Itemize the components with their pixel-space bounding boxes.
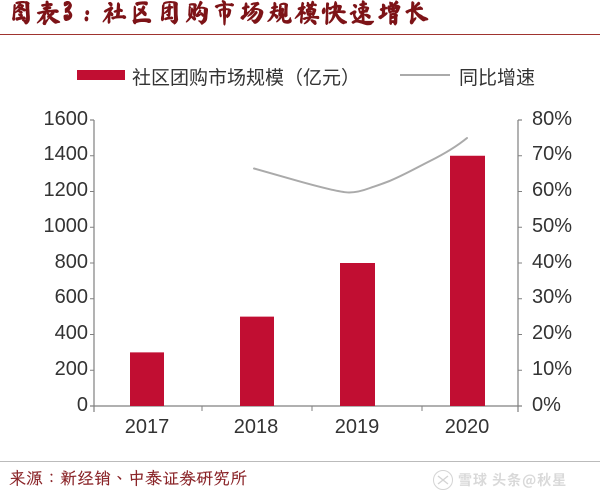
svg-text:60%: 60% [532,179,572,201]
svg-text:1400: 1400 [44,143,89,165]
svg-text:1200: 1200 [44,179,89,201]
svg-text:50%: 50% [532,215,572,237]
svg-text:600: 600 [55,286,88,308]
svg-text:200: 200 [55,358,88,380]
svg-text:0: 0 [77,394,88,416]
svg-text:0%: 0% [532,394,561,416]
svg-text:2020: 2020 [445,416,490,438]
svg-text:20%: 20% [532,322,572,344]
svg-text:2018: 2018 [234,416,279,438]
svg-text:10%: 10% [532,358,572,380]
svg-text:1600: 1600 [44,108,89,130]
svg-text:1000: 1000 [44,215,89,237]
svg-text:40%: 40% [532,251,572,273]
svg-text:2017: 2017 [125,416,170,438]
svg-text:800: 800 [55,251,88,273]
svg-text:30%: 30% [532,286,572,308]
svg-text:70%: 70% [532,143,572,165]
svg-text:400: 400 [55,322,88,344]
svg-text:80%: 80% [532,108,572,130]
svg-text:2019: 2019 [335,416,380,438]
